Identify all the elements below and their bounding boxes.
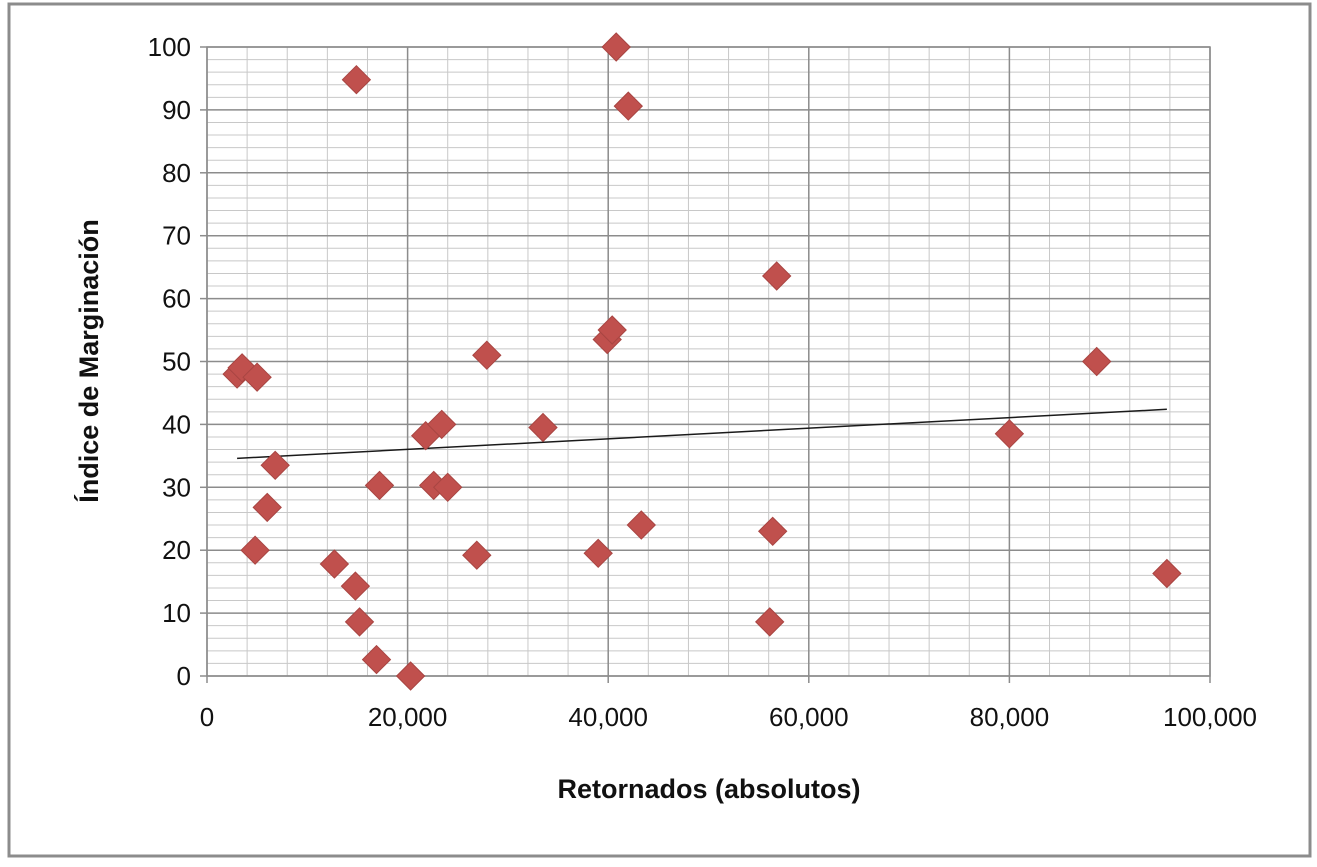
x-tick-label: 80,000 (970, 702, 1050, 732)
y-tick-label: 60 (162, 284, 191, 314)
y-tick-label: 90 (162, 95, 191, 125)
y-tick-label: 20 (162, 535, 191, 565)
trendline-layer (237, 408, 1167, 460)
x-tick-label: 100,000 (1163, 702, 1257, 732)
y-axis-title: Índice de Marginación (73, 219, 104, 503)
y-tick-label: 100 (148, 32, 191, 62)
data-point-marker (757, 516, 788, 547)
x-tick-label: 20,000 (368, 702, 448, 732)
data-point-marker (754, 607, 785, 637)
x-axis-title: Retornados (absolutos) (557, 774, 860, 804)
y-tick-label: 40 (162, 409, 191, 439)
data-point-marker (1152, 558, 1182, 589)
chart-outer-frame (7, 2, 1312, 858)
data-point-marker (462, 540, 492, 570)
data-point-marker (432, 472, 463, 503)
data-point-marker (344, 607, 375, 637)
data-point-marker (613, 91, 644, 121)
data-point-marker (994, 419, 1025, 449)
data-point-marker (364, 470, 395, 501)
data-point-marker (601, 32, 631, 62)
data-point-marker (361, 644, 392, 675)
data-point-marker (626, 510, 657, 540)
data-point-marker (341, 64, 372, 95)
data-point-marker (472, 340, 502, 370)
data-point-marker (528, 412, 558, 443)
linear-trendline (237, 408, 1167, 460)
data-point-marker (1081, 346, 1112, 377)
x-tick-label: 60,000 (769, 702, 849, 732)
y-tick-label: 30 (162, 472, 191, 502)
x-tick-label: 40,000 (568, 702, 648, 732)
data-point-marker (597, 315, 627, 345)
gridlines (200, 46, 1211, 683)
data-point-marker (319, 549, 350, 579)
y-tick-label: 50 (162, 347, 191, 377)
data-point-marker (260, 450, 290, 481)
data-point-marker (240, 535, 270, 565)
y-tick-label: 0 (177, 661, 191, 691)
data-point-marker (252, 492, 282, 523)
x-axis-tick-labels: 0 20,000 40,000 60,000 80,000 100,000 (200, 702, 1257, 732)
y-axis-tick-labels: 0 10 20 30 40 50 60 70 80 90 100 (148, 32, 191, 691)
x-tick-label: 0 (200, 702, 214, 732)
data-point-marker (395, 661, 426, 691)
y-tick-label: 80 (162, 158, 191, 188)
data-point-marker (242, 362, 272, 392)
data-point-marker (426, 409, 457, 440)
y-tick-label: 70 (162, 221, 191, 251)
y-tick-label: 10 (162, 598, 191, 628)
data-point-marker (761, 261, 792, 291)
data-points (222, 32, 1182, 691)
data-point-marker (583, 538, 613, 569)
data-point-marker (340, 571, 371, 601)
